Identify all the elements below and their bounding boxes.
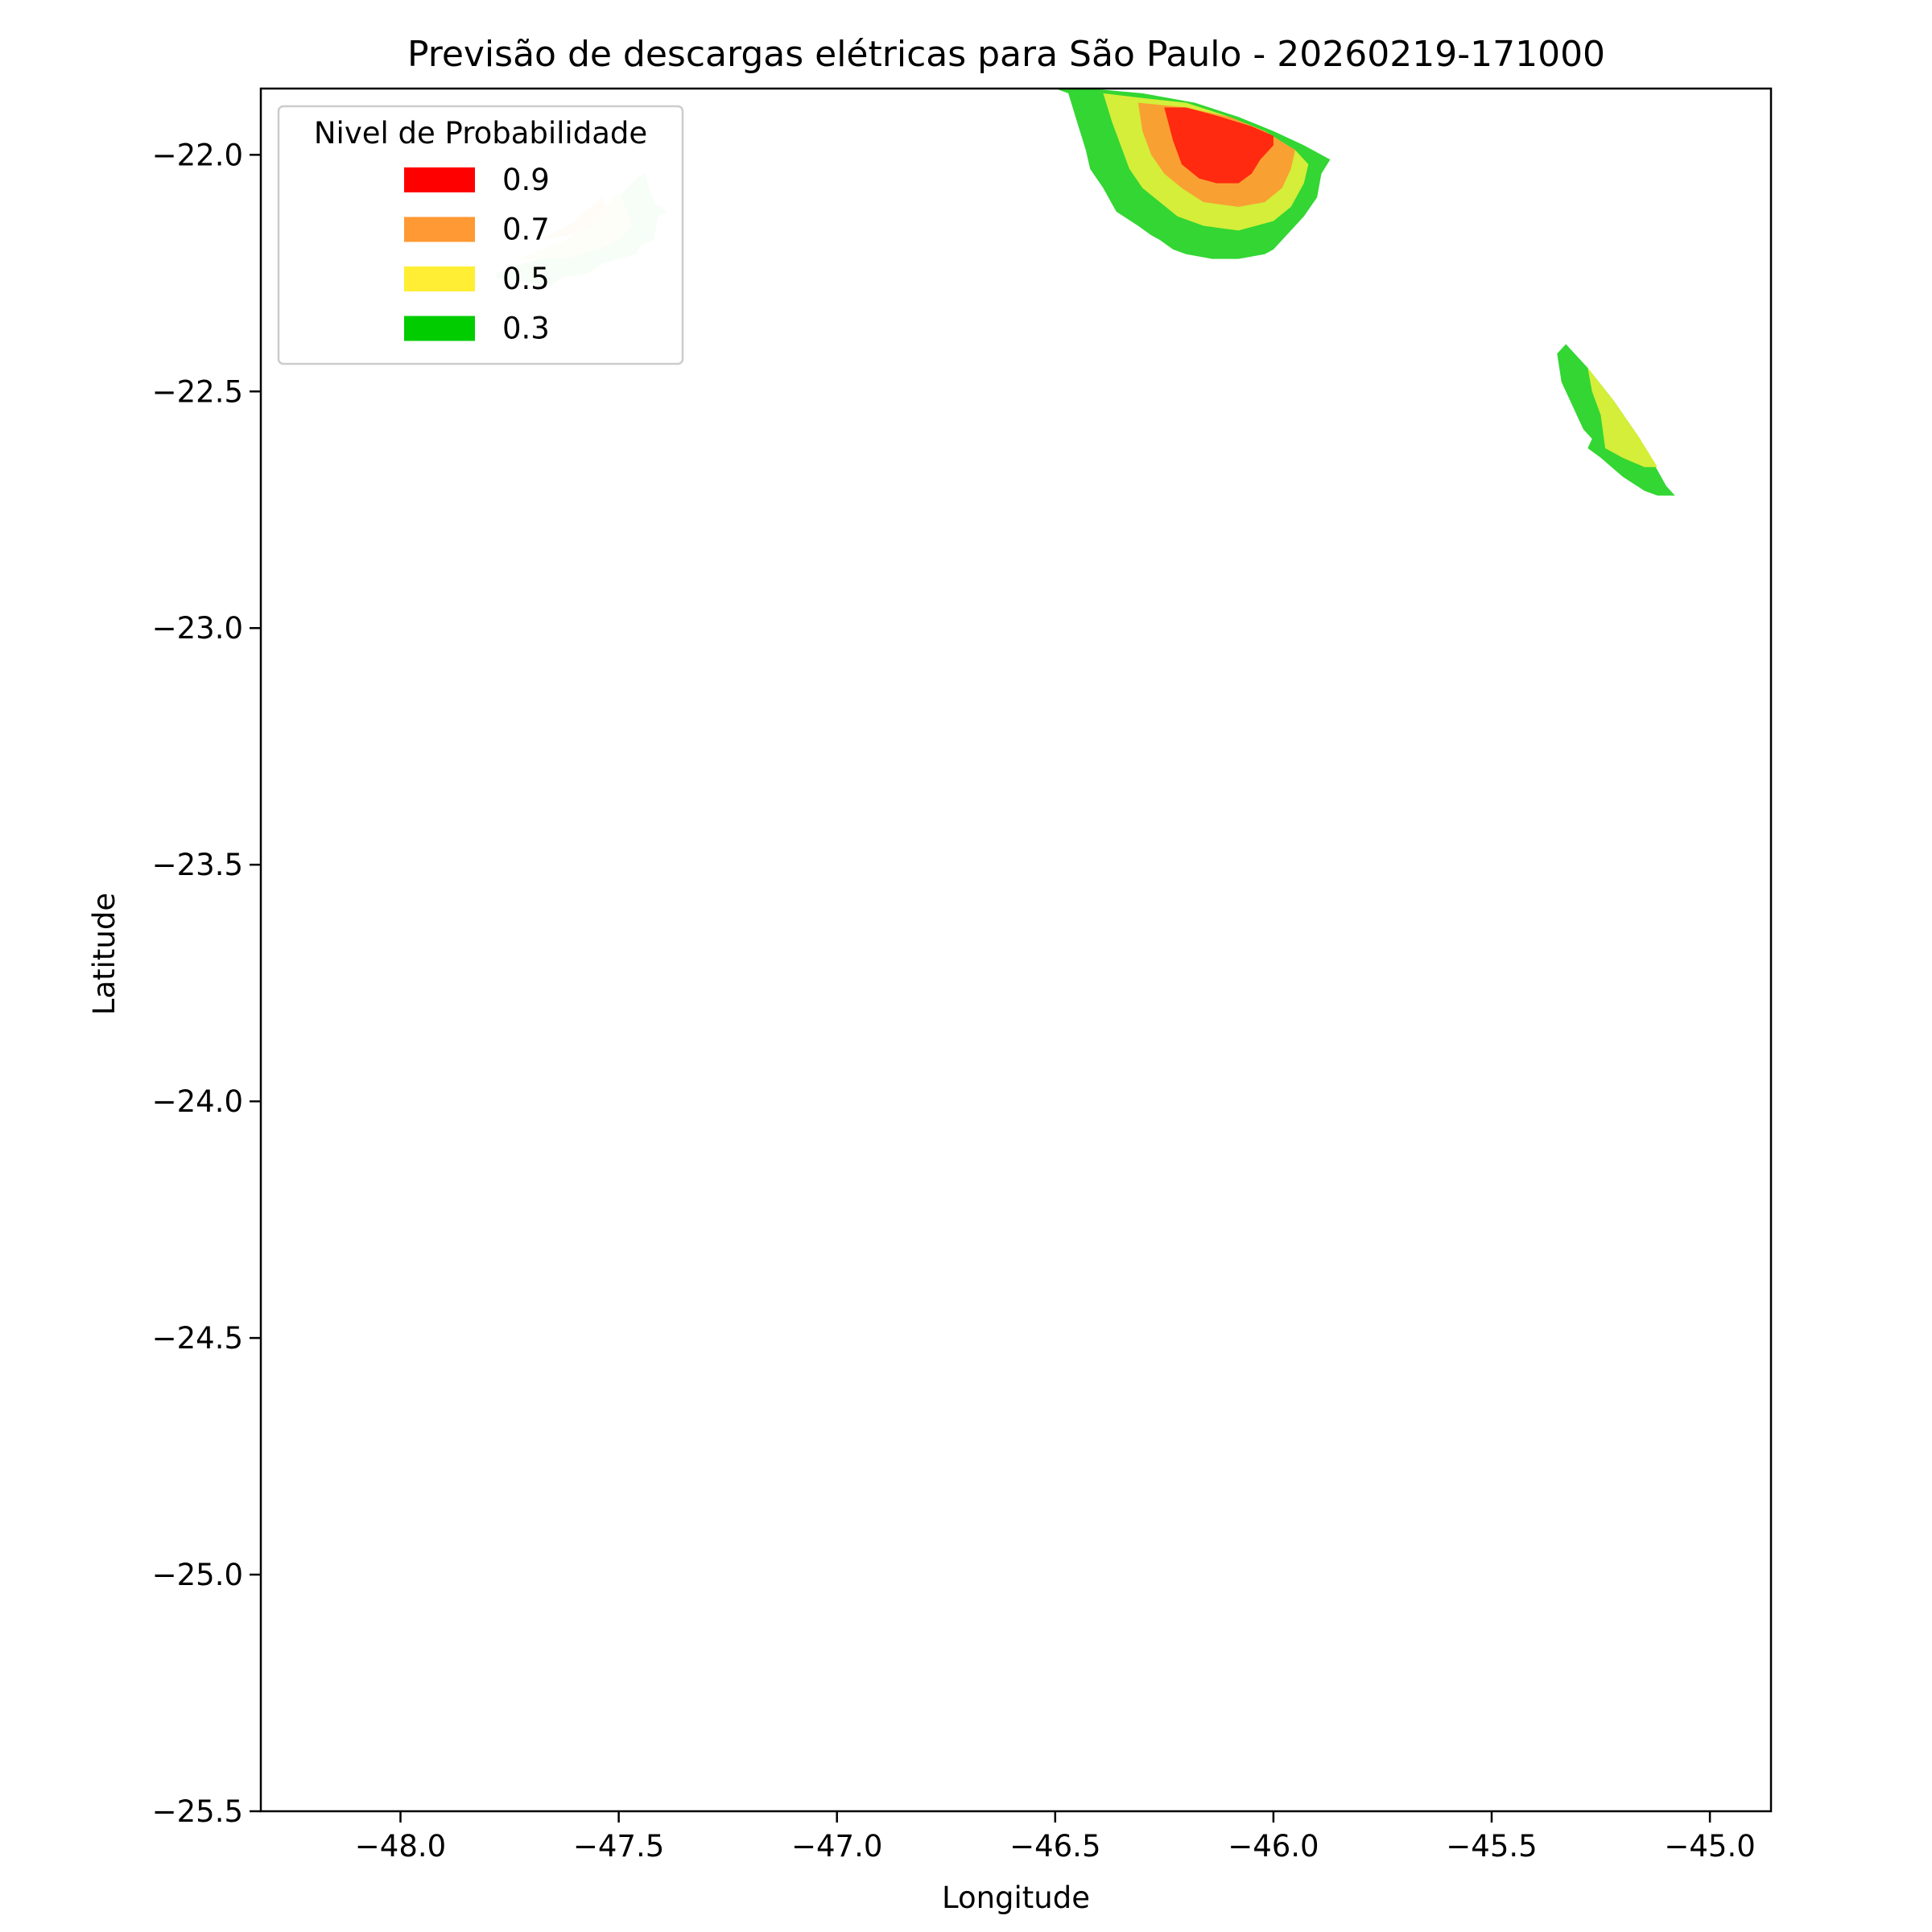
legend-label: 0.7 (502, 213, 550, 247)
x-axis-ticks: −48.0 −47.5 −47.0 −46.5 −46.0 −45.5 −45.0 (355, 1811, 1756, 1864)
y-tick-label: −23.0 (152, 611, 243, 646)
legend-label: 0.9 (502, 163, 550, 197)
y-tick-label: −24.5 (152, 1321, 243, 1356)
x-tick-label: −47.5 (573, 1829, 664, 1864)
north-cell-level-09-region (1164, 107, 1274, 184)
y-axis-label: Latitude (87, 893, 122, 1015)
x-axis-label: Longitude (942, 1880, 1090, 1915)
x-tick-label: −45.5 (1446, 1829, 1537, 1864)
legend-label: 0.5 (502, 262, 550, 296)
y-tick-label: −25.5 (152, 1794, 243, 1829)
y-axis-ticks: −22.0 −22.5 −23.0 −23.5 −24.0 −24.5 −25.0 −25.5 (152, 138, 261, 1829)
plot-frame (259, 87, 1773, 1813)
x-tick-label: −47.0 (791, 1829, 882, 1864)
x-tick-label: −46.0 (1228, 1829, 1319, 1864)
legend-swatch (404, 266, 475, 291)
legend-label: 0.3 (502, 312, 550, 346)
east-cell-level-05-region (1587, 367, 1657, 468)
y-tick-label: −22.5 (152, 374, 243, 409)
x-tick-label: −45.0 (1664, 1829, 1755, 1864)
chart-title: Previsão de descargas elétricas para São… (407, 34, 1605, 75)
x-tick-label: −48.0 (355, 1829, 446, 1864)
contour-regions (496, 89, 1675, 496)
legend-swatch (404, 167, 475, 192)
y-tick-label: −24.0 (152, 1084, 243, 1119)
legend-entries: 0.9 0.7 0.5 0.3 (404, 163, 550, 346)
legend-swatch (404, 316, 475, 341)
legend-title: Nivel de Probabilidade (314, 116, 647, 151)
y-tick-label: −23.5 (152, 848, 243, 882)
legend-box (277, 105, 684, 365)
legend-swatch (404, 217, 475, 242)
y-tick-label: −22.0 (152, 138, 243, 172)
y-tick-label: −25.0 (152, 1558, 243, 1592)
x-tick-label: −46.5 (1009, 1829, 1100, 1864)
plot-area (259, 87, 1773, 1813)
legend: Nivel de Probabilidade 0.9 0.7 0.5 0.3 (277, 105, 684, 365)
